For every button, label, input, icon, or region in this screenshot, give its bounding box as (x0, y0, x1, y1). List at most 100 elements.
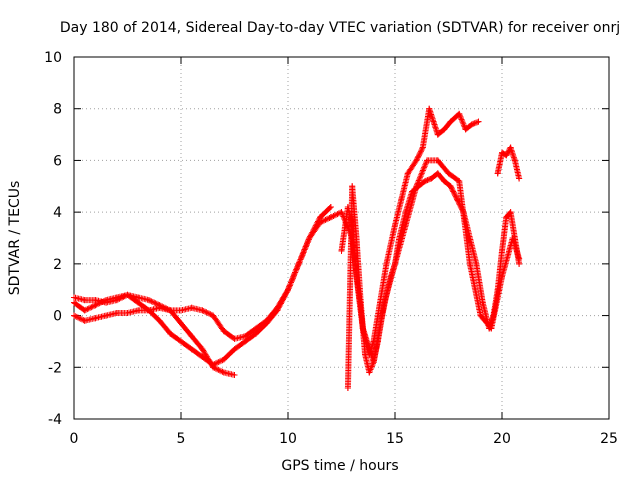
data-point (499, 247, 505, 254)
data-point (473, 260, 480, 267)
data-point (479, 299, 486, 306)
data-point (71, 299, 77, 306)
data-point (285, 286, 291, 293)
chart-title: Day 180 of 2014, Sidereal Day-to-day VTE… (60, 20, 620, 36)
data-point (494, 170, 501, 177)
data-point (415, 183, 422, 190)
data-point (145, 297, 152, 304)
data-point (81, 307, 88, 314)
data-point (441, 126, 448, 133)
data-point (338, 247, 345, 254)
data-point (366, 369, 373, 376)
data-point (178, 307, 184, 314)
axis-ticks (73, 56, 610, 420)
series-track-2 (71, 291, 238, 378)
x-tick-label: 20 (493, 431, 511, 447)
data-point (445, 170, 452, 177)
data-point (242, 333, 249, 340)
data-point (231, 346, 238, 353)
data-point (103, 312, 110, 319)
data-point (428, 175, 435, 182)
plot-border (73, 56, 610, 420)
data-point (306, 235, 313, 241)
data-point (362, 351, 368, 358)
y-tick-label: 6 (53, 153, 62, 169)
data-point (252, 330, 259, 337)
data-point (317, 214, 324, 221)
data-point (231, 335, 238, 342)
data-point (503, 214, 510, 221)
data-point (344, 385, 351, 391)
y-tick-label: 0 (53, 309, 62, 325)
data-point (447, 183, 454, 190)
data-point (357, 299, 364, 306)
data-point (199, 346, 206, 353)
y-tick-label: 4 (53, 205, 62, 221)
data-point (486, 325, 493, 332)
data-point (424, 157, 431, 164)
data-point (113, 294, 120, 301)
data-point (383, 260, 390, 267)
data-point (490, 312, 497, 319)
series-track-1 (71, 204, 334, 368)
data-point (156, 317, 163, 324)
data-point (338, 209, 345, 216)
data-point (477, 312, 484, 319)
data-point (252, 325, 259, 332)
data-point (396, 235, 403, 241)
x-axis-label: GPS time / hours (281, 458, 398, 474)
data-point (92, 315, 99, 322)
data-point (188, 346, 195, 353)
data-point (503, 152, 510, 159)
data-point (92, 297, 99, 304)
x-tick-label: 10 (279, 431, 297, 447)
data-point (178, 338, 184, 345)
data-point (263, 317, 270, 324)
data-point (387, 273, 394, 280)
data-point (220, 356, 227, 363)
data-point (135, 299, 142, 306)
data-point (383, 291, 390, 298)
data-point (454, 196, 461, 203)
data-point (409, 188, 416, 195)
data-point (242, 338, 249, 345)
y-tick-label: 2 (53, 257, 62, 273)
data-point (81, 297, 88, 304)
data-point (327, 204, 334, 210)
data-point (456, 178, 463, 185)
data-series (71, 105, 523, 391)
data-point (220, 369, 227, 376)
series-trace (494, 144, 523, 182)
data-point (447, 118, 454, 125)
data-point (124, 310, 131, 316)
data-point (469, 121, 475, 128)
y-tick-labels: -4 -2 0 2 4 6 8 10 (44, 50, 62, 428)
data-point (466, 235, 473, 241)
data-point (379, 312, 386, 319)
data-point (494, 286, 501, 293)
series-trace (71, 204, 334, 368)
data-point (231, 372, 238, 378)
y-axis-label: SDTVAR / TECUs (7, 181, 23, 296)
data-point (210, 364, 217, 371)
data-point (167, 307, 174, 314)
x-tick-label: 5 (177, 431, 186, 447)
data-point (434, 157, 441, 164)
data-point (199, 307, 206, 314)
data-point (327, 214, 334, 221)
data-point (81, 317, 88, 324)
series-track-6 (494, 144, 523, 182)
data-point (370, 359, 377, 366)
data-point (516, 260, 523, 267)
data-point (398, 196, 405, 203)
x-tick-label: 0 (70, 431, 79, 447)
data-point (156, 304, 163, 311)
data-point (188, 304, 195, 311)
data-point (441, 178, 448, 185)
data-point (456, 110, 463, 117)
data-point (317, 219, 324, 226)
data-point (516, 175, 523, 182)
data-point (475, 118, 482, 125)
data-point (274, 304, 281, 311)
